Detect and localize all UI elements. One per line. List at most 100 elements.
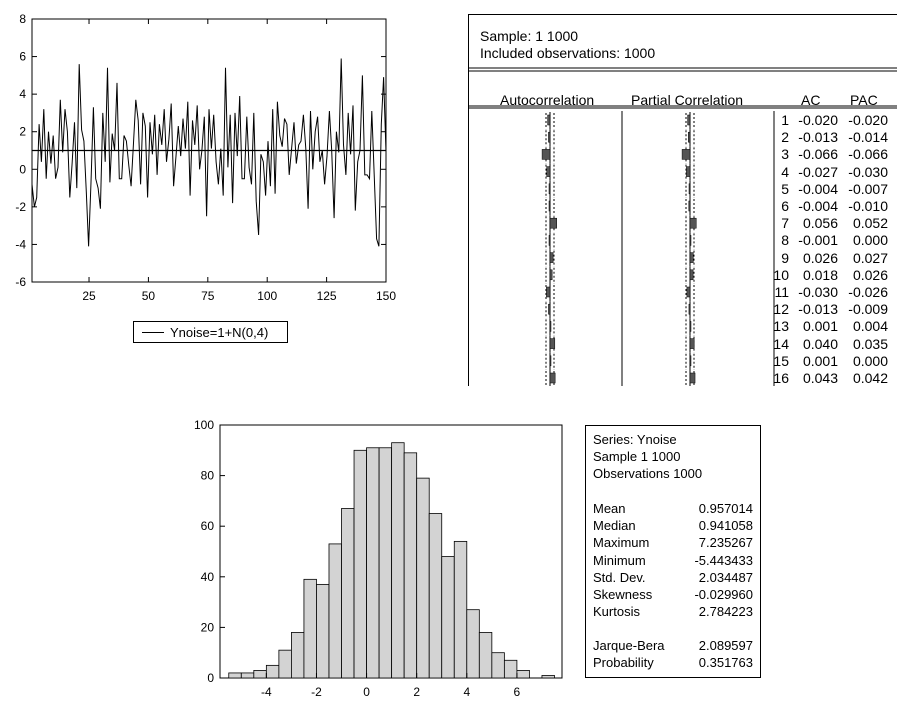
y-tick-label: 0 [207,671,214,685]
col-header-partial-correlation: Partial Correlation [631,92,744,108]
x-tick-label: -4 [261,685,272,699]
pac-bar [689,372,696,384]
x-tick-label: 6 [514,685,521,699]
y-tick-label: 8 [19,12,26,26]
pac-bar [681,149,691,160]
lag-value: 10 [773,266,789,283]
pac-value: 0.035 [852,335,888,352]
pac-bar [688,131,691,143]
stats-series: Series: Ynoise [593,432,677,447]
stats-row: Probability 0.351763 [593,655,753,672]
x-tick-label: 0 [363,685,370,699]
statistics-box: Series: Ynoise Sample 1 1000 Observation… [585,425,761,678]
ac-value: -0.020 [798,112,838,128]
ac-bar [548,183,551,195]
ac-bar [549,372,556,384]
histogram-bar [541,675,555,679]
histogram-bar [391,442,405,679]
ac-bar [549,217,557,229]
pac-value: 0.042 [852,370,888,386]
stat-label: Std. Dev. [593,569,646,585]
pac-value: -0.009 [848,301,888,318]
pac-bar [689,217,697,229]
line-chart-legend: Ynoise=1+N(0,4) [133,321,288,343]
stats-observations: Observations 1000 [593,466,703,481]
histogram-bar [366,447,380,679]
y-tick-label: 20 [201,620,215,634]
correlogram-row: 8 -0.001 0.000 [468,232,897,249]
histogram-bar [328,543,342,679]
correlogram-row: 4 -0.027 -0.030 [468,164,897,181]
pac-value: -0.020 [848,112,888,128]
x-tick-label: 25 [82,289,96,303]
series-line [31,58,387,247]
ac-value: 0.040 [802,335,838,352]
ac-bar [548,131,551,143]
stat-value: 7.235267 [698,535,753,551]
histogram-bar [228,672,242,679]
ac-bar [549,269,553,281]
pac-value: -0.010 [848,198,888,214]
ac-bar [541,149,551,160]
ac-value: 0.001 [802,352,838,369]
col-header-pac: PAC [850,92,878,108]
pac-value: 0.027 [852,249,888,266]
correlogram-header: Sample: 1 1000 Included observations: 10… [480,28,655,62]
lag-value: 16 [773,370,789,386]
lag-value: 6 [781,198,789,214]
y-tick-label: 0 [19,162,26,176]
stat-label: Skewness [593,587,653,602]
ac-bar [546,286,551,298]
pac-bar [689,235,692,246]
stats-row: Kurtosis 2.784223 [593,604,753,621]
x-tick-label: 100 [257,289,277,303]
ac-value: -0.001 [798,232,838,249]
pac-bar [689,355,692,367]
ac-value: -0.066 [798,146,838,163]
stat-value: 2.784223 [698,604,753,620]
stats-row: Skewness -0.029960 [593,587,753,604]
correlogram-row: 6 -0.004 -0.010 [468,198,897,215]
correlogram-row: 7 0.056 0.052 [468,215,897,232]
y-tick-label: 2 [19,125,26,139]
pac-value: -0.014 [848,129,888,146]
lag-value: 11 [774,284,789,300]
stats-row: Minimum -5.443433 [593,553,753,570]
stat-label: Maximum [593,535,650,551]
pac-value: 0.004 [852,318,888,335]
stat-value: 2.089597 [698,638,753,653]
histogram-bar [341,508,355,679]
pac-bar [686,166,691,177]
y-tick-label: -2 [15,200,26,214]
histogram: 0 20 40 60 80 100 -4 -2 0 2 4 6 [194,418,563,699]
pac-value: 0.052 [852,215,888,232]
pac-bar [689,338,695,349]
ac-value: 0.056 [802,215,838,232]
y-tick-label: 4 [19,87,26,101]
stat-label: Median [593,518,636,534]
correlogram-row: 3 -0.066 -0.066 [468,146,897,163]
col-header-autocorrelation: Autocorrelation [500,92,595,108]
pac-bar [689,252,694,263]
ac-bar [546,166,551,177]
histogram-bar [265,664,280,679]
ac-bar [548,303,551,315]
ac-value: -0.013 [798,129,838,146]
y-tick-label: 100 [194,418,214,432]
ac-value: -0.030 [798,284,838,300]
stat-value: 0.351763 [698,655,753,671]
x-tick-label: 150 [376,289,396,303]
y-tick-label: -4 [15,237,26,251]
y-tick-label: 60 [201,519,215,533]
pac-value: -0.007 [848,180,888,197]
pac-bar [687,114,691,126]
ac-value: 0.018 [802,266,838,283]
lag-value: 15 [773,352,789,369]
stat-value: 0.957014 [698,501,753,516]
histogram-bar [478,632,493,679]
ac-bar [549,338,556,349]
stat-label: Jarque-Bera [593,638,665,653]
correlogram-row: 1 -0.020 -0.020 [468,112,897,129]
histogram-bar [453,540,468,679]
correlogram-row: 15 0.001 0.000 [468,353,897,370]
